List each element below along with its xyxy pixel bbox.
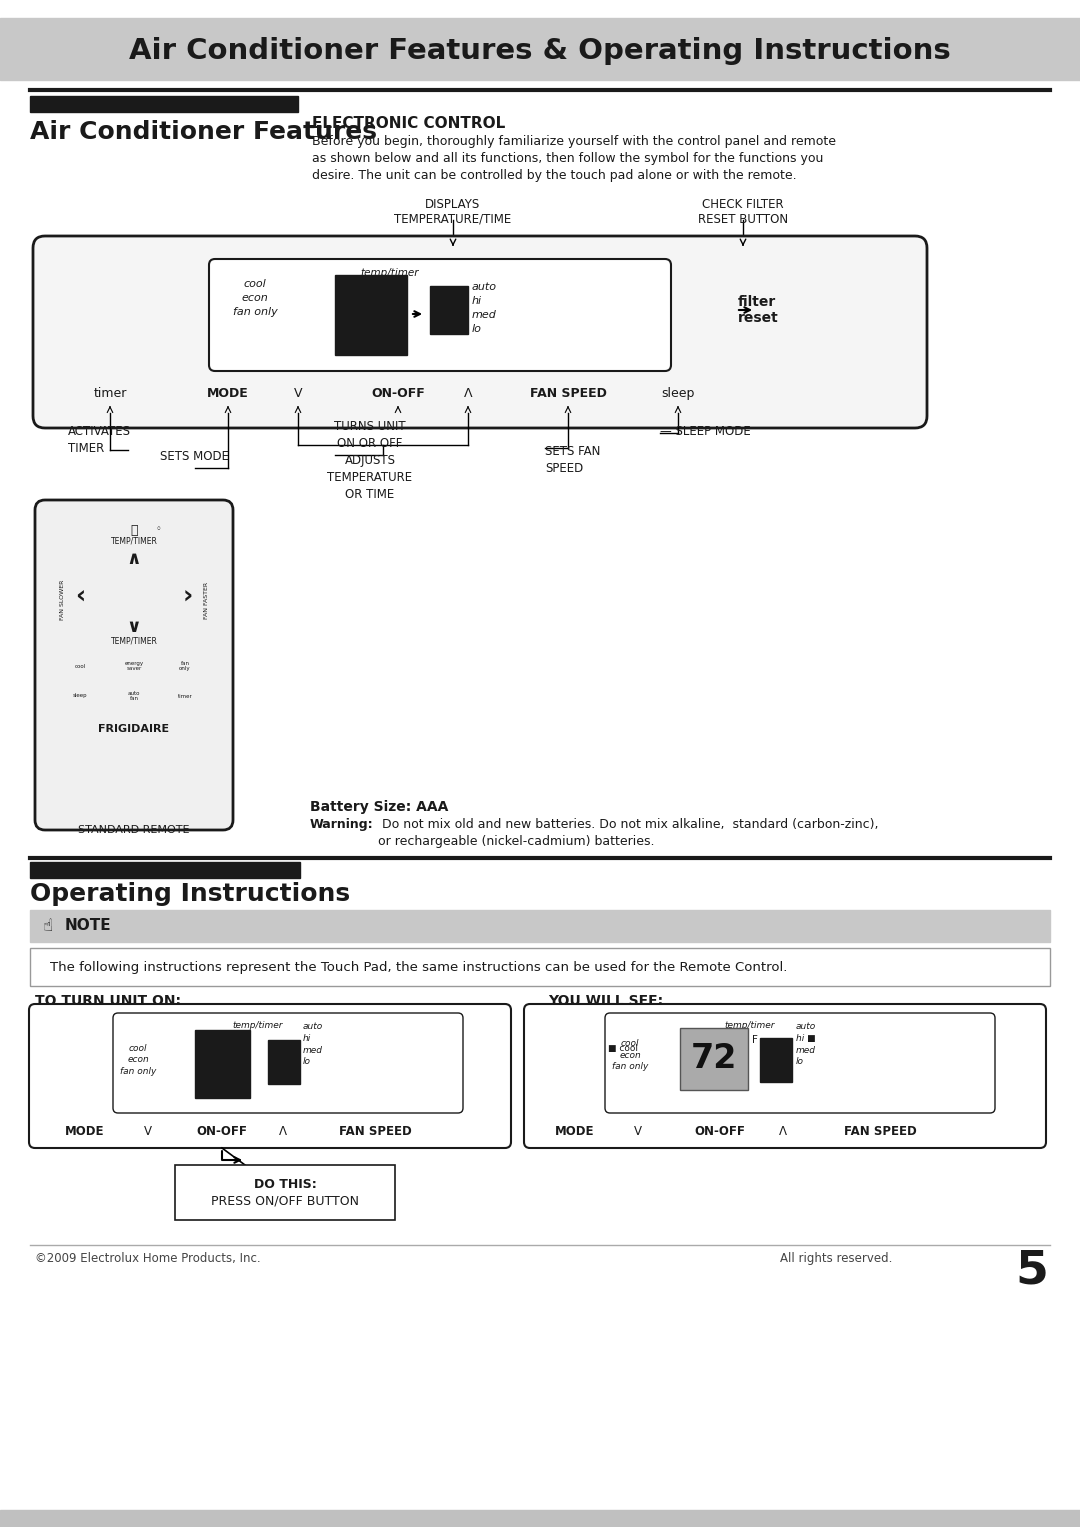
Text: auto
hi
med
lo: auto hi med lo (472, 282, 497, 334)
Text: PRESS ON/OFF BUTTON: PRESS ON/OFF BUTTON (211, 1194, 359, 1206)
Text: DO THIS:: DO THIS: (254, 1177, 316, 1191)
Bar (30, 948, 1050, 986)
Bar (168, 655, 199, 676)
Text: MODE: MODE (555, 1125, 595, 1138)
Text: timer: timer (93, 386, 126, 400)
FancyBboxPatch shape (35, 499, 233, 831)
Text: Air Conditioner Features & Operating Instructions: Air Conditioner Features & Operating Ins… (130, 37, 950, 66)
Text: ON-OFF: ON-OFF (372, 386, 424, 400)
Bar (430, 286, 468, 334)
Text: TEMP/TIMER: TEMP/TIMER (110, 538, 158, 547)
Text: ☝: ☝ (43, 918, 53, 935)
Bar (0, 18, 1080, 79)
Text: ACTIVATES
TIMER: ACTIVATES TIMER (68, 425, 131, 455)
Text: FRIGIDAIRE: FRIGIDAIRE (98, 724, 170, 734)
Text: Λ: Λ (463, 386, 472, 400)
Bar (118, 686, 148, 707)
FancyBboxPatch shape (524, 1003, 1047, 1148)
FancyBboxPatch shape (33, 237, 927, 428)
Bar (30, 96, 298, 111)
Text: MODE: MODE (207, 386, 248, 400)
Text: Λ: Λ (779, 1125, 787, 1138)
Text: The following instructions represent the Touch Pad, the same instructions can be: The following instructions represent the… (50, 960, 787, 974)
Text: FAN SLOWER: FAN SLOWER (59, 580, 65, 620)
Text: TURNS UNIT
ON OR OFF
ADJUSTS
TEMPERATURE
OR TIME: TURNS UNIT ON OR OFF ADJUSTS TEMPERATURE… (327, 420, 413, 501)
Text: filter
reset: filter reset (738, 295, 779, 325)
Text: temp/timer: temp/timer (361, 269, 419, 278)
Text: FAN SPEED: FAN SPEED (529, 386, 607, 400)
Text: SETS MODE: SETS MODE (160, 450, 229, 463)
Text: sleep: sleep (72, 693, 87, 698)
Text: F: F (752, 1035, 758, 1044)
Text: — SLEEP MODE: — SLEEP MODE (660, 425, 751, 438)
Text: STANDARD REMOTE: STANDARD REMOTE (78, 825, 190, 835)
Text: 5: 5 (1015, 1248, 1048, 1293)
Text: cool
econ
fan only: cool econ fan only (611, 1038, 648, 1072)
Text: ⓘ: ⓘ (131, 524, 138, 538)
Text: ∨: ∨ (126, 618, 141, 637)
FancyBboxPatch shape (29, 1003, 511, 1148)
Bar (64, 686, 94, 707)
Text: ‹: ‹ (75, 585, 85, 609)
Bar (268, 1040, 300, 1084)
Text: ON-OFF: ON-OFF (694, 1125, 745, 1138)
Text: cool
econ
fan only: cool econ fan only (120, 1043, 157, 1077)
Bar (760, 1038, 792, 1083)
Text: YOU WILL SEE:: YOU WILL SEE: (548, 994, 663, 1008)
Text: TO TURN UNIT ON:: TO TURN UNIT ON: (35, 994, 181, 1008)
Text: V: V (634, 1125, 642, 1138)
Text: ■ cool: ■ cool (608, 1043, 638, 1052)
Text: All rights reserved.: All rights reserved. (780, 1252, 892, 1264)
Text: cool
econ
fan only: cool econ fan only (232, 279, 278, 318)
Bar (30, 910, 1050, 942)
Text: FAN FASTER: FAN FASTER (203, 582, 208, 618)
Bar (168, 686, 199, 707)
Text: ELECTRONIC CONTROL: ELECTRONIC CONTROL (312, 116, 505, 131)
Text: 72: 72 (691, 1043, 738, 1075)
Text: Air Conditioner Features: Air Conditioner Features (30, 121, 377, 144)
Text: Battery Size: AAA: Battery Size: AAA (310, 800, 448, 814)
Text: fan
only: fan only (179, 661, 191, 672)
Bar (30, 863, 300, 878)
Text: auto
fan: auto fan (127, 690, 140, 701)
Text: ON-OFF: ON-OFF (197, 1125, 247, 1138)
FancyBboxPatch shape (680, 1028, 748, 1090)
Text: timer: timer (177, 693, 192, 698)
Bar (195, 1031, 249, 1098)
FancyBboxPatch shape (605, 1012, 995, 1113)
Text: NOTE: NOTE (65, 919, 111, 933)
Text: DISPLAYS
TEMPERATURE/TIME: DISPLAYS TEMPERATURE/TIME (394, 199, 512, 226)
Text: auto
hi ■
med
lo: auto hi ■ med lo (796, 1022, 816, 1066)
Text: temp/timer: temp/timer (725, 1022, 775, 1031)
Text: V: V (294, 386, 302, 400)
Text: ◦: ◦ (156, 524, 161, 534)
Text: FAN SPEED: FAN SPEED (339, 1125, 411, 1138)
Text: sleep: sleep (661, 386, 694, 400)
Text: Operating Instructions: Operating Instructions (30, 883, 350, 906)
Text: CHECK FILTER
RESET BUTTON: CHECK FILTER RESET BUTTON (698, 199, 788, 226)
Text: energy
saver: energy saver (124, 661, 144, 672)
FancyBboxPatch shape (113, 1012, 463, 1113)
Text: Do not mix old and new batteries. Do not mix alkaline,  standard (carbon-zinc),
: Do not mix old and new batteries. Do not… (378, 818, 878, 847)
Text: ›: › (183, 585, 193, 609)
Text: ∧: ∧ (126, 550, 141, 568)
Text: auto
hi
med
lo: auto hi med lo (303, 1022, 323, 1066)
FancyBboxPatch shape (210, 260, 671, 371)
Bar (335, 275, 407, 354)
Text: TEMP/TIMER: TEMP/TIMER (110, 637, 158, 644)
Text: temp/timer: temp/timer (233, 1022, 283, 1031)
Text: Before you begin, thoroughly familiarize yourself with the control panel and rem: Before you begin, thoroughly familiarize… (312, 134, 836, 182)
Text: V: V (144, 1125, 152, 1138)
FancyBboxPatch shape (175, 1165, 395, 1220)
Bar (0, 1510, 1080, 1527)
Bar (64, 655, 94, 676)
Text: ©2009 Electrolux Home Products, Inc.: ©2009 Electrolux Home Products, Inc. (35, 1252, 260, 1264)
Text: Λ: Λ (279, 1125, 287, 1138)
Text: FAN SPEED: FAN SPEED (843, 1125, 916, 1138)
Text: Warning:: Warning: (310, 818, 374, 831)
Text: SETS FAN
SPEED: SETS FAN SPEED (545, 444, 600, 475)
Text: MODE: MODE (65, 1125, 105, 1138)
Bar (118, 655, 148, 676)
Text: cool: cool (75, 664, 85, 669)
